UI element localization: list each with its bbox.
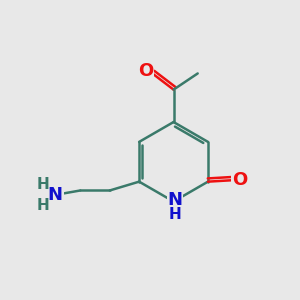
Text: H: H <box>37 177 49 192</box>
Text: O: O <box>232 171 247 189</box>
Text: N: N <box>48 186 63 204</box>
Text: H: H <box>37 198 49 213</box>
Text: O: O <box>138 61 154 80</box>
Text: N: N <box>167 191 182 209</box>
Text: H: H <box>169 207 182 222</box>
